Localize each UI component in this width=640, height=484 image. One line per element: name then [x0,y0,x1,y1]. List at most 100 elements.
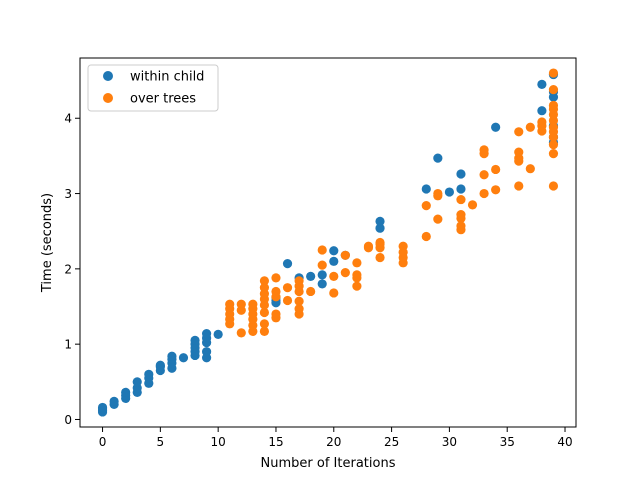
data-point [514,181,524,191]
data-point [306,271,316,281]
x-tick-label: 10 [211,435,226,449]
data-point [271,273,281,283]
data-point [317,260,327,270]
plot-frame [79,57,577,428]
legend-marker-within-child [103,71,113,81]
data-point [537,117,547,127]
data-point [213,329,223,339]
data-point [491,185,501,195]
data-point [375,237,385,248]
data-point [259,326,270,336]
data-point [456,194,466,205]
x-axis-label: Number of Iterations [261,456,396,471]
data-point [433,188,443,199]
x-tick-label: 0 [99,435,107,449]
data-point [317,245,327,255]
y-tick-label: 3 [64,187,72,201]
data-point [121,387,131,397]
data-point [248,299,258,309]
data-point [456,210,466,220]
data-point [282,295,293,306]
data-point [202,329,212,339]
data-point [456,221,466,231]
data-point [421,184,431,194]
data-point [525,164,535,174]
data-point [282,283,293,293]
y-tick-label: 2 [64,262,72,276]
y-tick-label: 0 [64,413,72,427]
y-tick-label: 1 [64,338,72,352]
data-point [456,169,466,179]
x-tick-label: 15 [268,435,283,449]
data-point [433,214,443,224]
data-point [329,256,339,266]
data-point [259,319,270,329]
data-point [467,200,478,210]
data-point [375,223,385,233]
data-point [271,286,281,297]
x-tick-label: 5 [157,435,165,449]
data-point [363,241,374,251]
data-point [329,246,339,256]
data-point [444,187,454,197]
data-point [271,309,281,319]
series-1 [225,68,559,338]
data-point [548,122,559,132]
data-point [375,252,385,263]
data-point [109,396,119,406]
data-point [97,402,108,413]
data-point [294,276,304,286]
x-tick-label: 40 [557,435,572,449]
data-point [398,241,408,251]
y-tick-label: 4 [64,112,72,126]
legend-box [87,64,219,112]
data-point [202,347,212,357]
data-point [548,100,559,111]
data-point [294,304,304,314]
data-point [514,127,524,137]
data-point [375,216,385,227]
x-tick-label: 30 [442,435,457,449]
data-point [236,328,246,338]
data-point [479,188,489,199]
data-point [514,147,524,157]
data-point [352,258,362,268]
legend-label-over-trees: over trees [130,92,196,107]
data-point [352,270,362,280]
data-point [282,258,293,269]
legend: within child over trees [87,64,219,112]
data-point [352,281,362,291]
data-point [548,85,559,95]
x-tick-label: 35 [500,435,515,449]
points-layer [97,68,559,417]
legend-label-within-child: within child [130,70,204,85]
data-point [236,299,246,309]
data-point [144,369,154,379]
data-point [537,79,547,89]
data-point [178,353,189,363]
data-point [537,106,547,116]
data-point [548,149,559,159]
data-point [548,140,559,150]
data-point [155,360,165,370]
data-point [190,335,200,345]
legend-marker-over-trees [103,93,113,103]
x-axis: 0 5 10 15 20 25 30 35 40 [99,427,573,449]
data-point [525,122,535,132]
data-point [421,231,431,242]
data-point [259,283,270,293]
data-point [340,268,350,278]
data-point [456,184,466,194]
data-point [329,288,339,298]
data-point [225,299,235,309]
data-point [548,181,559,191]
data-point [491,164,501,175]
data-point [548,68,559,78]
y-axis-label: Time (seconds) [40,193,55,293]
data-point [491,122,501,132]
data-point [259,276,270,286]
data-point [479,145,489,155]
data-point [329,271,339,281]
